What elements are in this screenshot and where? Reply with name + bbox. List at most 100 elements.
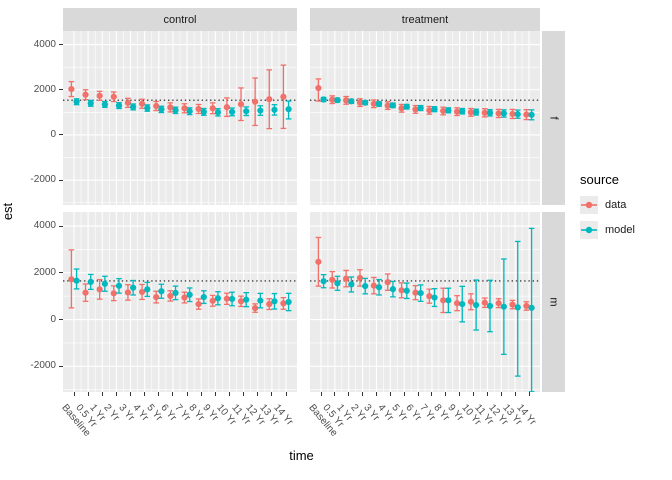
x-axis-tick — [200, 392, 202, 396]
data-pointrange — [523, 108, 530, 121]
y-axis-tick — [59, 225, 63, 227]
facet-strip-treatment-label: treatment — [401, 13, 449, 26]
model-pointrange — [431, 106, 438, 113]
model-pointrange — [403, 282, 410, 300]
model-pointrange — [144, 281, 151, 298]
data-pointrange — [329, 95, 336, 105]
model-pointrange — [514, 240, 521, 377]
x-axis-tick — [375, 392, 377, 396]
data-pointrange — [315, 236, 322, 287]
model-pointrange — [334, 97, 341, 104]
data-pointrange — [68, 249, 75, 309]
model-pointrange — [285, 100, 292, 120]
data-pointrange — [329, 270, 336, 289]
x-axis-tick — [172, 392, 174, 396]
panel-f-treatment — [310, 31, 540, 205]
y-axis-tick — [59, 179, 63, 181]
x-axis-tick — [459, 392, 461, 396]
x-axis-tick — [320, 392, 322, 396]
data-pointrange — [252, 77, 259, 127]
model-pointrange — [500, 258, 507, 356]
x-axis-tick — [243, 392, 245, 396]
model-pointrange — [172, 106, 179, 115]
data-pointrange-key-icon — [580, 196, 598, 214]
data-pointrange — [412, 104, 419, 114]
data-pointrange — [110, 91, 117, 103]
y-tick-label: 2000 — [33, 83, 56, 95]
data-pointrange — [167, 102, 174, 113]
x-axis-tick — [101, 392, 103, 396]
data-pointrange — [82, 89, 89, 101]
y-tick-label: 0 — [50, 128, 56, 140]
x-axis-title: time — [289, 448, 314, 463]
model-pointrange — [320, 96, 327, 103]
data-pointrange — [523, 301, 530, 311]
y-axis-tick — [59, 365, 63, 367]
data-pointrange — [266, 69, 273, 130]
x-axis-tick — [228, 392, 230, 396]
model-pointrange — [389, 102, 397, 109]
data-pointrange — [398, 282, 405, 299]
model-pointrange — [417, 104, 424, 112]
model-pointrange — [431, 288, 438, 308]
data-pointrange — [481, 108, 488, 118]
panel-f-control — [63, 31, 297, 205]
legend: source data model — [580, 172, 672, 246]
model-pointrange — [130, 103, 137, 111]
data-pointrange — [280, 296, 287, 310]
model-pointrange — [285, 292, 292, 312]
y-tick-label: 0 — [50, 313, 56, 325]
data-pointrange — [370, 276, 377, 295]
model-pointrange — [144, 104, 151, 112]
data-pointrange — [96, 90, 103, 102]
y-axis-tick — [59, 44, 63, 46]
x-axis-tick — [417, 392, 419, 396]
data-pointrange — [467, 293, 475, 311]
model-pointrange — [528, 109, 535, 121]
data-pointrange — [370, 99, 377, 109]
model-pointrange — [445, 107, 452, 114]
model-pointrange — [334, 275, 341, 291]
x-axis-tick — [130, 392, 132, 396]
x-axis-tick — [87, 392, 89, 396]
data-pointrange — [509, 108, 516, 120]
data-pointrange — [252, 303, 259, 313]
model-pointrange — [186, 107, 193, 116]
data-pointrange — [181, 103, 188, 114]
x-axis-tick — [214, 392, 216, 396]
data-pointrange — [138, 98, 146, 109]
x-axis-tick — [528, 392, 530, 396]
model-pointrange — [214, 108, 222, 117]
y-axis-tick — [59, 319, 63, 321]
legend-item-model-label: model — [605, 224, 635, 236]
model-pointrange — [348, 98, 355, 105]
data-pointrange — [412, 284, 419, 301]
x-axis-tick — [271, 392, 273, 396]
model-pointrange — [514, 109, 521, 119]
model-pointrange — [486, 279, 494, 333]
data-pointrange — [153, 100, 160, 112]
panel-m-control — [63, 212, 297, 392]
panel-m-treatment — [310, 212, 540, 392]
data-pointrange — [384, 101, 391, 111]
y-axis-tick — [59, 272, 63, 274]
model-pointrange-key-icon — [580, 221, 598, 239]
x-axis-tick — [186, 392, 188, 396]
y-tick-label: 2000 — [33, 266, 56, 278]
x-axis-tick — [403, 392, 405, 396]
data-pointrange — [453, 295, 461, 312]
model-pointrange — [362, 277, 369, 295]
model-pointrange — [417, 284, 424, 302]
data-pointrange — [195, 298, 202, 310]
model-pointrange — [228, 107, 236, 117]
data-pointrange — [209, 102, 216, 115]
model-pointrange — [243, 291, 250, 308]
y-axis-tick — [59, 89, 63, 91]
model-pointrange — [528, 227, 535, 392]
model-pointrange — [320, 273, 327, 289]
data-pointrange — [124, 97, 132, 109]
model-pointrange — [73, 268, 80, 290]
data-pointrange — [82, 283, 89, 302]
y-tick-label: -2000 — [30, 360, 56, 372]
data-pointrange — [223, 292, 230, 305]
